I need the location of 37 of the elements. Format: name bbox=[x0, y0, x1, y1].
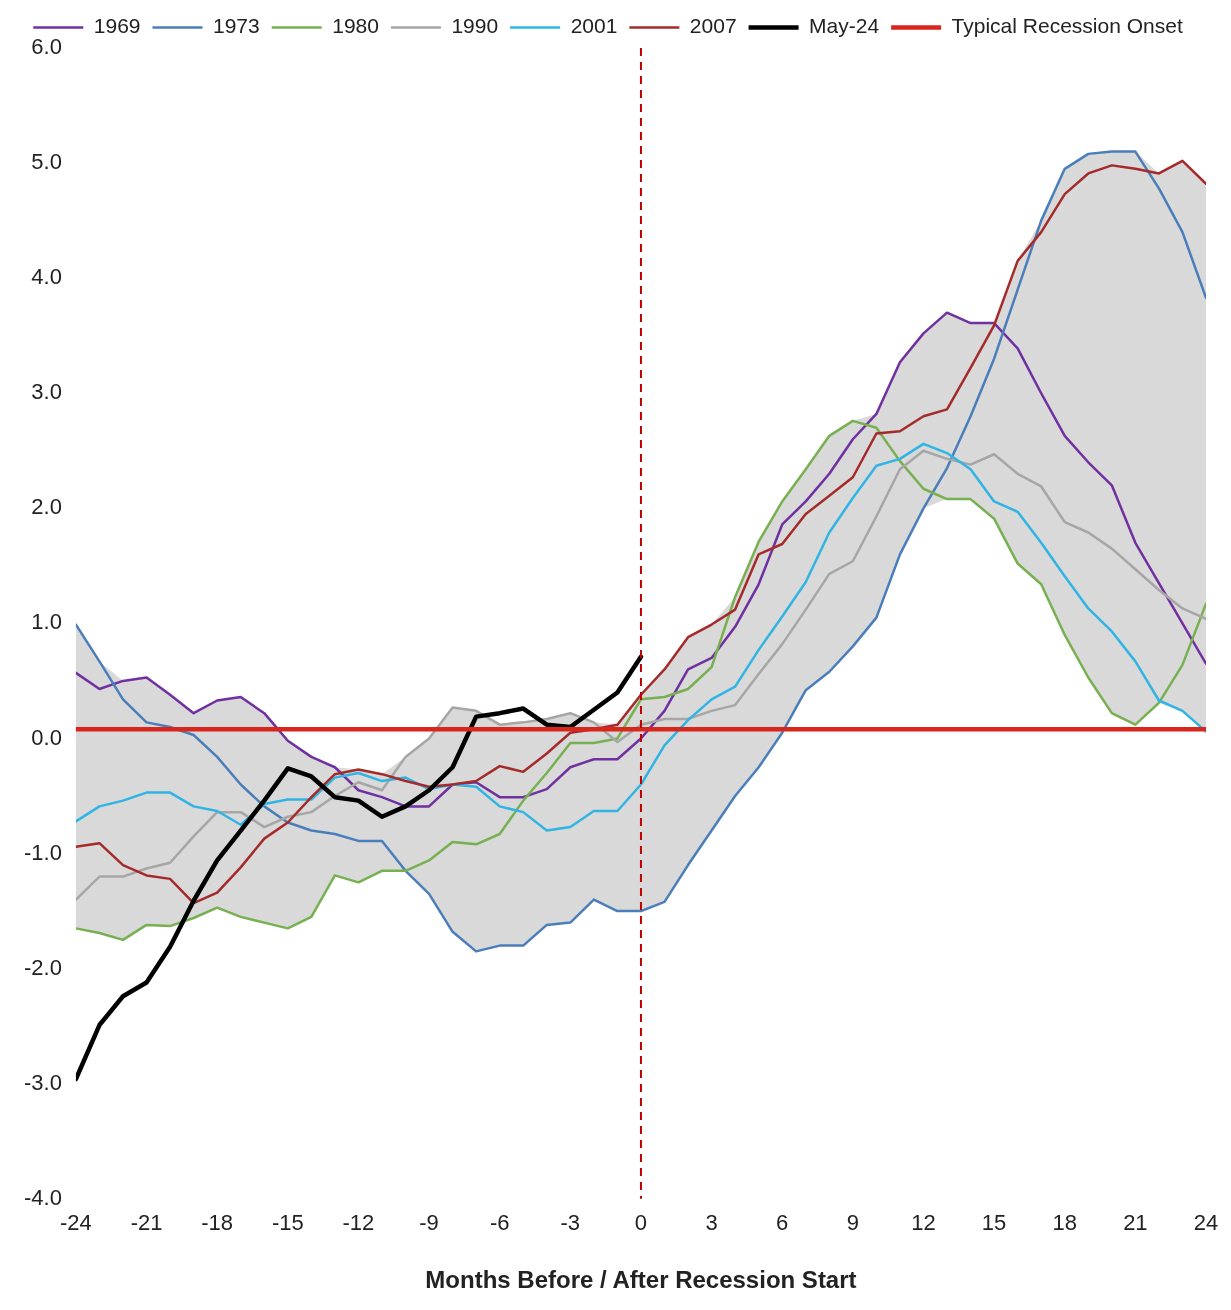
legend-label: 1969 bbox=[93, 14, 141, 38]
y-tick-label: 0.0 bbox=[31, 724, 62, 750]
x-tick-label: 9 bbox=[846, 1210, 859, 1236]
y-tick-label: 2.0 bbox=[31, 494, 62, 520]
x-tick-label: 15 bbox=[981, 1210, 1007, 1236]
x-tick-label: 0 bbox=[634, 1210, 648, 1236]
x-tick-label: -12 bbox=[342, 1210, 375, 1236]
x-tick-label: 21 bbox=[1123, 1210, 1148, 1236]
x-tick-label: -3 bbox=[560, 1210, 581, 1236]
x-tick-label: 12 bbox=[911, 1210, 936, 1236]
y-tick-label: 5.0 bbox=[31, 149, 62, 175]
legend-label: 1980 bbox=[332, 14, 379, 38]
x-tick-label: -24 bbox=[60, 1210, 92, 1236]
y-tick-label: 6.0 bbox=[31, 34, 62, 60]
x-tick-label: 3 bbox=[705, 1210, 718, 1236]
x-tick-label: -9 bbox=[419, 1210, 439, 1236]
x-tick-label: -6 bbox=[489, 1210, 510, 1236]
legend-label: Typical Recession Onset bbox=[951, 14, 1183, 38]
y-tick-label: 1.0 bbox=[31, 609, 62, 635]
x-tick-label: -21 bbox=[130, 1210, 163, 1236]
legend-label: 1990 bbox=[451, 14, 499, 38]
x-tick-label: 24 bbox=[1193, 1210, 1219, 1236]
y-tick-label: -1.0 bbox=[23, 839, 62, 865]
x-tick-label: -15 bbox=[271, 1210, 304, 1236]
y-tick-label: 4.0 bbox=[31, 264, 62, 290]
x-tick-label: -18 bbox=[201, 1210, 234, 1236]
legend-label: 1973 bbox=[213, 14, 260, 38]
y-tick-label: -4.0 bbox=[23, 1184, 62, 1210]
x-tick-label: 6 bbox=[776, 1210, 789, 1236]
legend-label: 2001 bbox=[570, 14, 618, 38]
y-tick-label: -2.0 bbox=[23, 954, 62, 980]
y-tick-label: 3.0 bbox=[31, 379, 62, 405]
x-tick-label: 18 bbox=[1052, 1210, 1077, 1236]
y-tick-label: -3.0 bbox=[23, 1069, 62, 1095]
legend-label: May-24 bbox=[809, 14, 880, 38]
legend-label: 2007 bbox=[689, 14, 737, 38]
x-axis-title: Months Before / After Recession Start bbox=[425, 1266, 857, 1294]
